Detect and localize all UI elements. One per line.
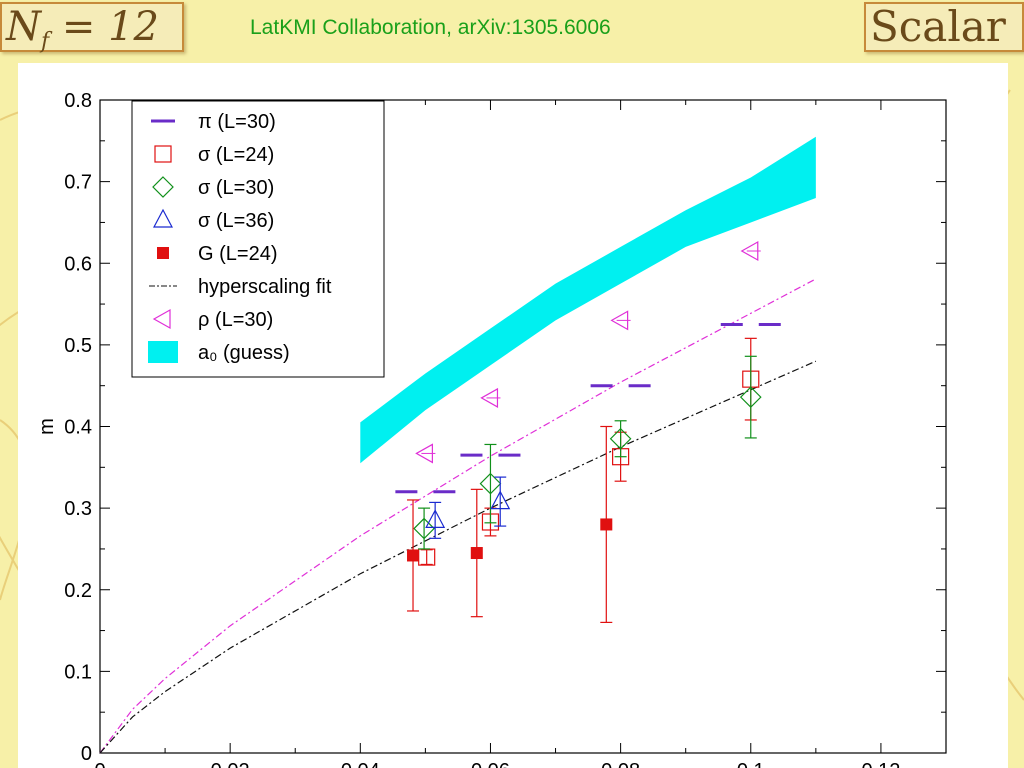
y-tick-label: 0.7 bbox=[64, 172, 92, 194]
legend-label: σ (L=30) bbox=[198, 177, 274, 199]
legend-label: σ (L=24) bbox=[198, 144, 274, 166]
y-tick-label: 0.3 bbox=[64, 498, 92, 520]
mass-plot: 0 0.02 0.04 0.06 0.08 0.1 0.12 0 0.1 0.2 0.3 0.4 0.5… bbox=[36, 90, 947, 768]
legend-label: σ (L=36) bbox=[198, 210, 274, 232]
legend-marker bbox=[153, 208, 173, 228]
plot-panel: 0 0.02 0.04 0.06 0.08 0.1 0.12 0 0.1 0.2 0.3 0.4 0.5… bbox=[18, 63, 1008, 768]
scalar-label: Scalar bbox=[864, 2, 1024, 52]
rho-point bbox=[740, 240, 759, 262]
legend-label: a₀ (guess) bbox=[198, 342, 290, 364]
x-tick-label: 0.04 bbox=[341, 760, 380, 768]
rho-point bbox=[480, 387, 499, 408]
glue24-point bbox=[600, 518, 613, 531]
y-tick-label: 0 bbox=[81, 743, 92, 765]
citation: LatKMI Collaboration, arXiv:1305.6006 bbox=[250, 16, 611, 39]
legend-marker bbox=[152, 176, 174, 198]
x-tick-label: 0.1 bbox=[737, 760, 765, 768]
x-tick-label: 0.12 bbox=[861, 760, 900, 768]
sigma36-point bbox=[490, 490, 511, 510]
sigma36-point bbox=[425, 509, 446, 528]
sigma30-point bbox=[413, 517, 435, 540]
y-tick-label: 0.1 bbox=[64, 661, 92, 683]
legend-label: ρ (L=30) bbox=[198, 309, 273, 331]
legend-label: π (L=30) bbox=[198, 111, 276, 133]
hyperscaling-fit-curve bbox=[99, 360, 817, 754]
x-tick-label: 0.06 bbox=[471, 760, 510, 768]
legend-marker bbox=[157, 247, 169, 259]
a0-band bbox=[360, 136, 816, 464]
y-tick-label: 0.5 bbox=[64, 335, 92, 357]
y-tick-label: 0.2 bbox=[64, 580, 92, 602]
legend-label: hyperscaling fit bbox=[198, 276, 332, 298]
y-tick-label: 0.8 bbox=[64, 90, 92, 112]
y-tick-label: 0.6 bbox=[64, 253, 92, 275]
sigma30-point bbox=[739, 386, 762, 408]
rho-point bbox=[610, 310, 629, 331]
legend-marker bbox=[148, 341, 178, 363]
glue24-point bbox=[470, 547, 483, 560]
x-tick-label: 0.08 bbox=[601, 760, 640, 768]
x-tick-label: 0 bbox=[94, 760, 105, 768]
legend-box bbox=[131, 100, 385, 378]
hyperscaling-fit-curve-rho bbox=[99, 278, 817, 754]
glue24-point bbox=[407, 549, 420, 562]
legend-marker bbox=[152, 308, 171, 330]
sigma30-point bbox=[609, 427, 632, 450]
legend-label: G (L=24) bbox=[198, 243, 277, 265]
y-axis-label: m bbox=[36, 418, 58, 435]
rho-point bbox=[415, 443, 433, 464]
sigma30-point bbox=[479, 472, 502, 495]
y-tick-label: 0.4 bbox=[64, 417, 92, 439]
legend-marker bbox=[154, 145, 172, 163]
x-tick-label: 0.02 bbox=[211, 760, 250, 768]
nf-label: Nf = 12 bbox=[0, 2, 184, 54]
